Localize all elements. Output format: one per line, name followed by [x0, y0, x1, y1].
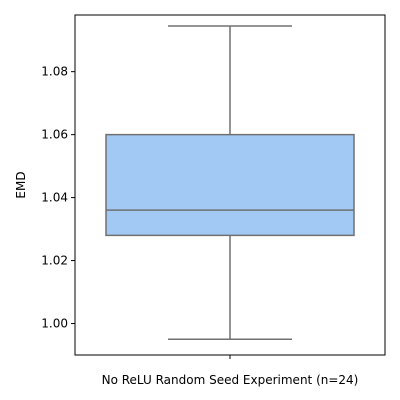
iqr-box [105, 133, 355, 237]
y-axis-label: EMD [14, 171, 28, 198]
y-axis: 1.00 1.02 1.04 1.06 1.08 [41, 65, 75, 331]
y-tick-label: 1.04 [41, 191, 68, 205]
y-tick-label: 1.08 [41, 65, 68, 79]
x-axis-label: No ReLU Random Seed Experiment (n=24) [102, 373, 359, 387]
y-tick-label: 1.06 [41, 128, 68, 142]
y-tick-label: 1.02 [41, 254, 68, 268]
plot-marks [105, 25, 355, 341]
y-tick-label: 1.00 [41, 317, 68, 331]
